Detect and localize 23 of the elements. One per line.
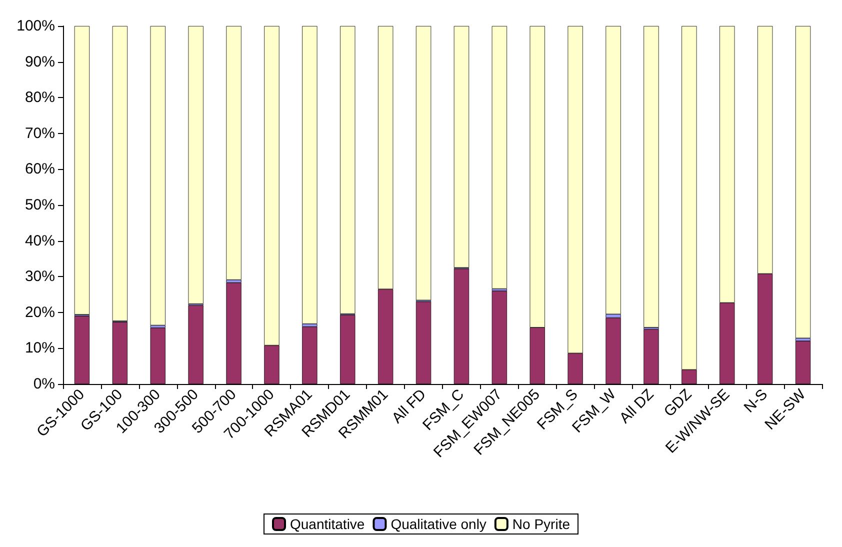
y-tick-label: 40% bbox=[24, 232, 55, 250]
y-tick-label: 100% bbox=[16, 18, 55, 34]
legend-label: No Pyrite bbox=[512, 516, 570, 532]
bar bbox=[226, 26, 242, 280]
bar bbox=[795, 26, 811, 338]
y-tick-label: 80% bbox=[24, 89, 55, 106]
legend-label: Qualitative only bbox=[390, 516, 486, 532]
y-tick-label: 60% bbox=[24, 160, 55, 178]
bar bbox=[150, 26, 166, 326]
bar bbox=[606, 26, 621, 314]
bar bbox=[302, 26, 318, 324]
y-tick-label: 10% bbox=[24, 340, 55, 357]
legend-label: Quantitative bbox=[290, 516, 365, 532]
y-tick-label: 70% bbox=[24, 124, 55, 142]
y-tick-label: 90% bbox=[24, 53, 55, 70]
x-tick-label: N-S bbox=[740, 386, 772, 416]
y-tick-label: 20% bbox=[24, 304, 55, 321]
y-tick-label: 50% bbox=[24, 196, 55, 214]
bar bbox=[492, 26, 508, 289]
x-tick-label: All DZ bbox=[616, 386, 658, 427]
bar bbox=[644, 26, 659, 328]
y-tick-label: 0% bbox=[33, 376, 55, 392]
y-tick-label: 30% bbox=[24, 268, 55, 286]
